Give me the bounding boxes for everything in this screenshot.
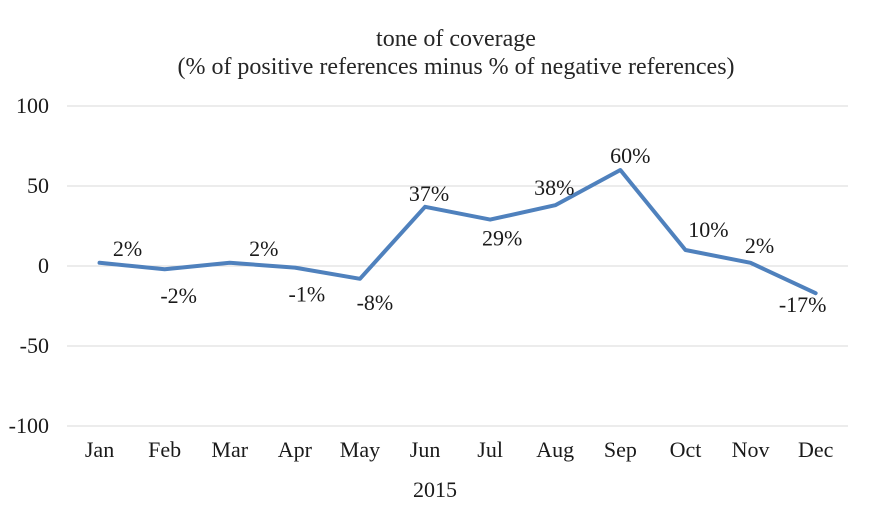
chart-subtitle: (% of positive references minus % of neg… [177,54,735,80]
data-label: 29% [482,226,522,251]
x-tick-label: Nov [732,437,770,462]
y-tick-label: -100 [9,413,49,438]
x-tick-label: Jul [477,437,503,462]
series-line [97,168,818,296]
y-tick-label: -50 [20,333,49,358]
data-label: 2% [249,236,278,261]
x-axis-title: 2015 [413,477,457,502]
y-tick-label: 0 [38,253,49,278]
x-tick-label: Feb [148,437,181,462]
x-tick-label: Aug [536,437,574,462]
x-tick-label: Mar [211,437,248,462]
x-tick-label: Sep [604,437,637,462]
data-label: 38% [534,175,574,200]
x-tick-label: Apr [278,437,313,462]
data-label: 60% [610,143,650,168]
y-tick-label: 100 [16,93,49,118]
data-label: -8% [357,290,394,315]
x-tick-label: Jan [85,437,114,462]
y-tick-label: 50 [27,173,49,198]
data-label: -2% [160,283,197,308]
x-tick-label: Jun [410,437,441,462]
data-label: -17% [779,292,827,317]
chart-title: tone of coverage [376,26,536,52]
data-label: 37% [409,181,449,206]
data-label: 10% [688,217,728,242]
data-label: 2% [113,236,142,261]
x-tick-label: May [340,437,380,462]
x-tick-label: Oct [670,437,702,462]
x-tick-label: Dec [798,437,834,462]
data-label: 2% [745,233,774,258]
data-label: -1% [289,282,326,307]
